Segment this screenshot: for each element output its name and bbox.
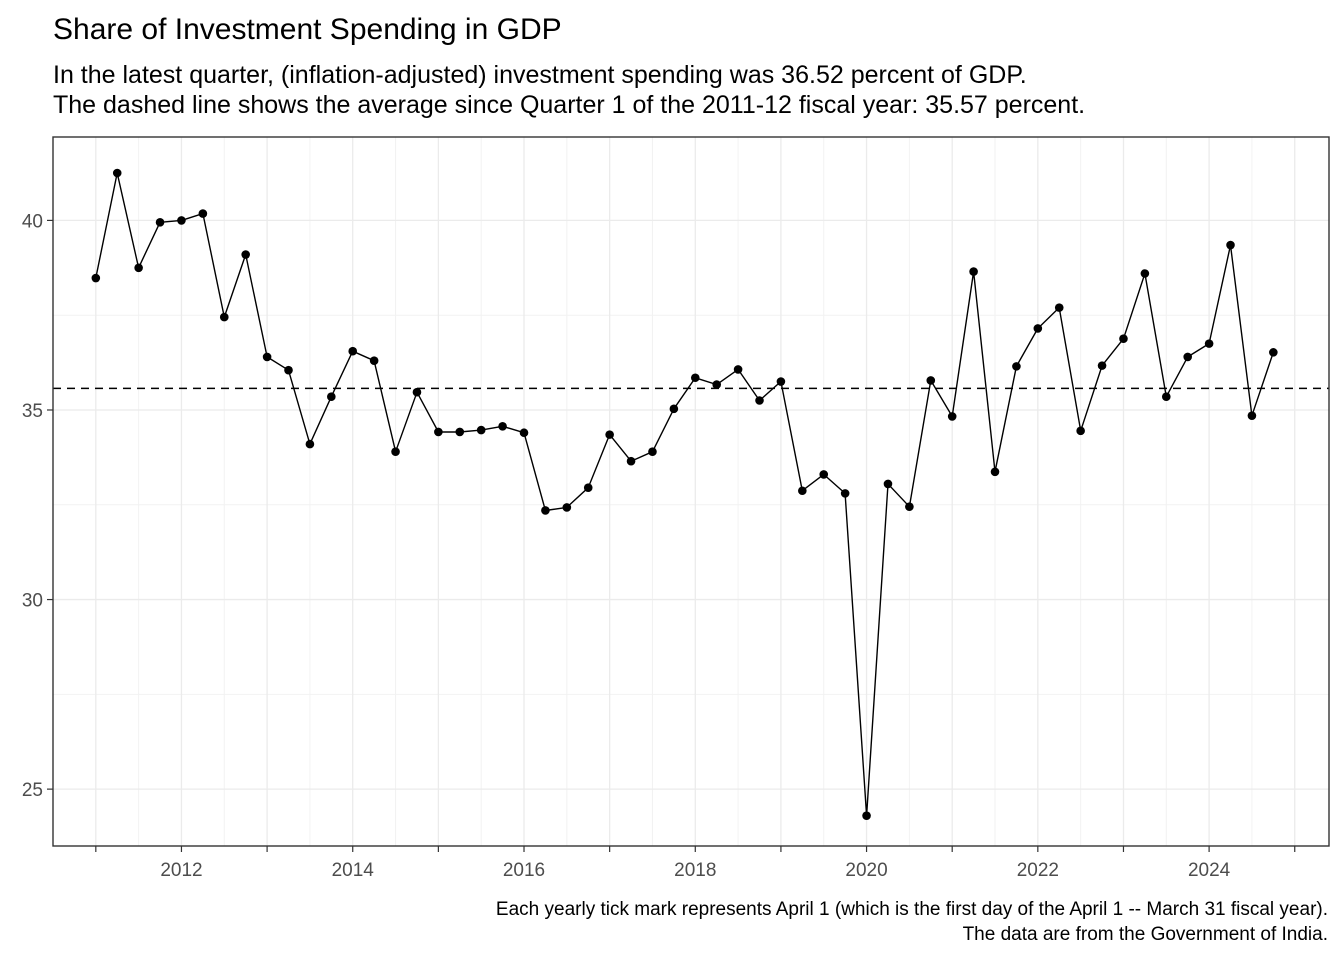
x-tick-label: 2022 [1017, 860, 1059, 881]
data-point [1140, 269, 1150, 278]
data-point [1269, 348, 1278, 357]
data-point [733, 365, 743, 374]
data-point [583, 483, 593, 493]
caption-line-1: Each yearly tick mark represents April 1… [495, 899, 1328, 920]
data-point [284, 365, 293, 375]
data-point [840, 489, 850, 498]
data-point [519, 428, 529, 438]
subtitle-line-1: In the latest quarter, (inflation-adjust… [53, 61, 1027, 89]
data-point [1076, 426, 1085, 436]
data-point [798, 486, 807, 496]
data-point [305, 439, 315, 449]
data-point [883, 479, 893, 489]
y-tick-label: 30 [22, 591, 43, 612]
subtitle-line-2: The dashed line shows the average since … [53, 91, 1086, 119]
data-point [1247, 411, 1257, 420]
data-point [1161, 392, 1171, 402]
data-point [498, 421, 507, 431]
data-point [91, 273, 101, 283]
series-points [91, 168, 1278, 820]
chart-caption: Each yearly tick mark represents April 1… [496, 897, 1328, 947]
data-point [112, 168, 122, 178]
data-point [562, 503, 572, 512]
data-point [1119, 334, 1128, 344]
data-point [712, 380, 721, 389]
data-point [455, 427, 465, 437]
gridlines [53, 137, 1329, 846]
series-line [95, 172, 1274, 817]
x-tick-label: 2020 [845, 860, 887, 881]
data-point [198, 209, 208, 218]
data-point [541, 506, 550, 515]
data-point [1097, 361, 1107, 370]
data-point [134, 263, 143, 273]
x-tick-label: 2012 [160, 860, 202, 881]
y-tick-label: 40 [22, 211, 43, 232]
data-point [990, 467, 1000, 477]
axes: 2012 2014 2016 2018 2020 2022 2024 25 30 35 40 [22, 211, 1296, 881]
data-point [155, 218, 165, 227]
data-point [605, 430, 614, 439]
data-point [648, 447, 657, 456]
data-point [1226, 240, 1235, 250]
data-point [669, 404, 679, 414]
data-point [1183, 352, 1192, 362]
chart-title: Share of Investment Spending in GDP [53, 13, 562, 46]
data-point [776, 377, 786, 386]
data-point [412, 387, 422, 397]
data-point [327, 392, 336, 402]
data-point [241, 250, 250, 259]
data-point [755, 396, 764, 405]
caption-line-2: The data are from the Government of Indi… [962, 924, 1328, 945]
data-point [1012, 362, 1021, 371]
x-tick-label: 2016 [503, 860, 545, 881]
data-point [262, 352, 272, 362]
x-tick-label: 2018 [674, 860, 716, 881]
data-point [1204, 339, 1214, 348]
series-polyline [95, 172, 1274, 817]
data-point [348, 346, 358, 356]
data-point [1054, 303, 1064, 312]
data-point [476, 425, 486, 435]
y-tick-label: 35 [22, 401, 43, 422]
y-tick-label: 25 [22, 780, 43, 801]
data-point [905, 502, 914, 511]
data-point [862, 811, 871, 820]
data-point [819, 470, 829, 479]
plot-panel-border [52, 136, 1330, 847]
data-point [1033, 324, 1043, 333]
data-point [391, 447, 400, 456]
data-point [434, 427, 443, 437]
data-point [926, 376, 936, 385]
data-point [219, 312, 229, 322]
x-tick-label: 2014 [332, 860, 375, 881]
data-point [177, 216, 186, 225]
data-point [947, 412, 957, 421]
data-point [626, 456, 636, 466]
data-point [369, 356, 379, 365]
chart-subtitle: In the latest quarter, (inflation-adjust… [53, 60, 1085, 120]
x-tick-label: 2024 [1188, 860, 1231, 881]
data-point [969, 267, 978, 276]
data-point [690, 373, 700, 383]
